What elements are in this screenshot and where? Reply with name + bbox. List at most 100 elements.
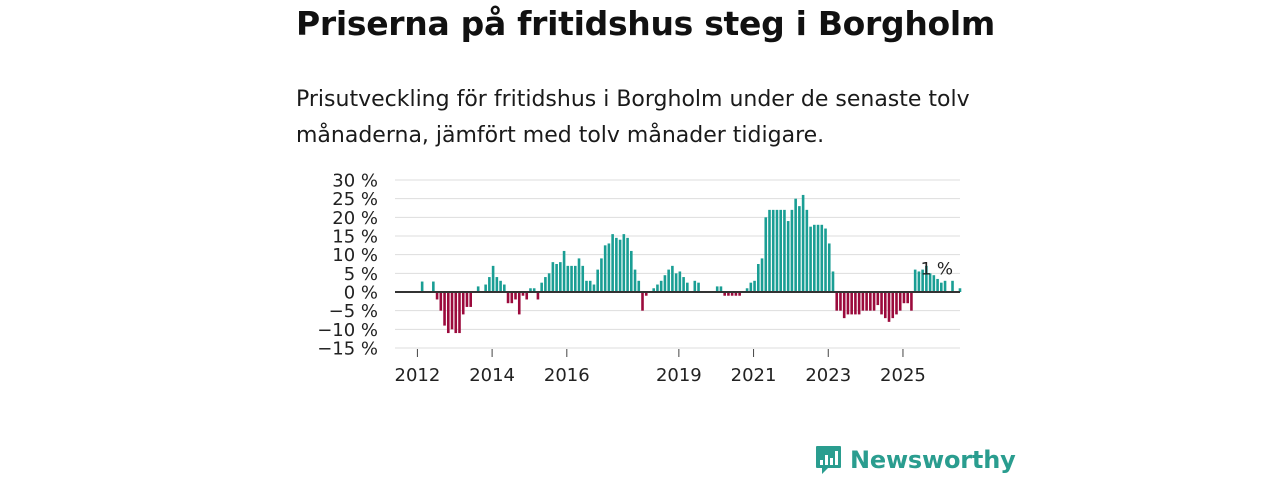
bar bbox=[865, 292, 868, 311]
bar bbox=[910, 292, 913, 311]
bar bbox=[753, 280, 756, 292]
bar bbox=[603, 245, 607, 292]
bar bbox=[667, 269, 670, 292]
bar bbox=[686, 282, 689, 292]
bar bbox=[588, 280, 592, 292]
y-tick-label: 10 % bbox=[332, 245, 378, 266]
bar bbox=[573, 265, 577, 292]
bar bbox=[805, 209, 809, 292]
bar bbox=[652, 288, 656, 292]
bar bbox=[768, 209, 771, 292]
bar bbox=[697, 282, 700, 292]
bar bbox=[630, 250, 633, 292]
y-tick-label: −10 % bbox=[317, 320, 378, 341]
bar bbox=[895, 292, 898, 315]
bar bbox=[432, 281, 435, 292]
bar bbox=[577, 258, 581, 292]
bar bbox=[581, 265, 585, 292]
bar bbox=[917, 271, 921, 292]
bar bbox=[521, 292, 525, 296]
bar bbox=[883, 292, 887, 319]
y-tick-label: 15 % bbox=[332, 227, 378, 248]
bar bbox=[555, 264, 558, 292]
y-axis-ticks: 30 %25 %20 %15 %10 %5 %0 %−5 %−10 %−15 % bbox=[317, 171, 378, 360]
bar bbox=[446, 292, 450, 334]
brand-name: Newsworthy bbox=[850, 446, 1016, 474]
bar bbox=[715, 286, 719, 292]
bar bbox=[876, 292, 880, 306]
y-tick-label: 25 % bbox=[332, 189, 378, 210]
bar bbox=[641, 292, 644, 311]
bar bbox=[846, 292, 850, 315]
bar bbox=[503, 284, 506, 292]
bar bbox=[585, 280, 588, 292]
bar bbox=[790, 209, 794, 292]
y-tick-label: −5 % bbox=[329, 301, 378, 322]
bar bbox=[854, 292, 857, 315]
y-tick-label: 20 % bbox=[332, 208, 378, 229]
x-tick-label: 2019 bbox=[656, 365, 702, 386]
bar bbox=[488, 277, 491, 292]
gridlines bbox=[395, 179, 960, 349]
bar bbox=[622, 234, 626, 292]
bar bbox=[813, 224, 816, 292]
y-tick-label: 0 % bbox=[344, 283, 378, 304]
bar bbox=[839, 292, 842, 311]
x-axis-ticks: 2012 2014 2016 2019 2021 2023 2025 bbox=[395, 349, 926, 386]
bar bbox=[682, 277, 685, 292]
bar bbox=[420, 281, 424, 292]
bar bbox=[615, 237, 618, 292]
bar bbox=[469, 292, 472, 307]
bar bbox=[693, 280, 697, 292]
bar bbox=[842, 292, 846, 319]
bar bbox=[458, 292, 461, 334]
bar bbox=[824, 228, 827, 292]
bar bbox=[607, 243, 611, 292]
bar bbox=[461, 292, 465, 315]
bar bbox=[906, 292, 909, 304]
bar bbox=[671, 265, 674, 292]
x-tick-label: 2021 bbox=[731, 365, 777, 386]
bar bbox=[820, 224, 824, 292]
bar bbox=[816, 224, 820, 292]
bar bbox=[678, 271, 682, 292]
bar bbox=[872, 292, 876, 311]
bar bbox=[827, 243, 831, 292]
bar bbox=[887, 292, 891, 322]
bar bbox=[663, 275, 667, 292]
bar bbox=[600, 258, 603, 292]
bar bbox=[674, 273, 678, 292]
bar bbox=[562, 250, 566, 292]
bar bbox=[928, 273, 932, 292]
bar bbox=[443, 292, 446, 326]
bar bbox=[618, 239, 622, 292]
bar bbox=[454, 292, 458, 334]
latest-value-annotation: 1 % bbox=[921, 259, 953, 279]
bar bbox=[592, 284, 596, 292]
bar bbox=[880, 292, 883, 315]
bar-series bbox=[420, 194, 962, 334]
x-tick-label: 2016 bbox=[544, 365, 590, 386]
bar bbox=[756, 264, 760, 292]
bar bbox=[730, 292, 734, 296]
bar bbox=[951, 280, 954, 292]
bar bbox=[525, 292, 529, 300]
bar bbox=[745, 288, 749, 292]
y-tick-label: 30 % bbox=[332, 171, 378, 192]
bar bbox=[798, 206, 801, 292]
bar bbox=[775, 209, 779, 292]
bar bbox=[760, 258, 764, 292]
bar bbox=[465, 292, 469, 307]
bar bbox=[723, 292, 726, 296]
bar bbox=[570, 265, 573, 292]
bar bbox=[936, 278, 939, 292]
bar bbox=[644, 292, 648, 296]
bar bbox=[861, 292, 865, 311]
bar bbox=[902, 292, 906, 304]
bar bbox=[783, 209, 786, 292]
bar bbox=[529, 288, 532, 292]
bar bbox=[506, 292, 510, 304]
bar bbox=[734, 292, 738, 296]
x-tick-label: 2025 bbox=[880, 365, 926, 386]
bar bbox=[547, 273, 551, 292]
